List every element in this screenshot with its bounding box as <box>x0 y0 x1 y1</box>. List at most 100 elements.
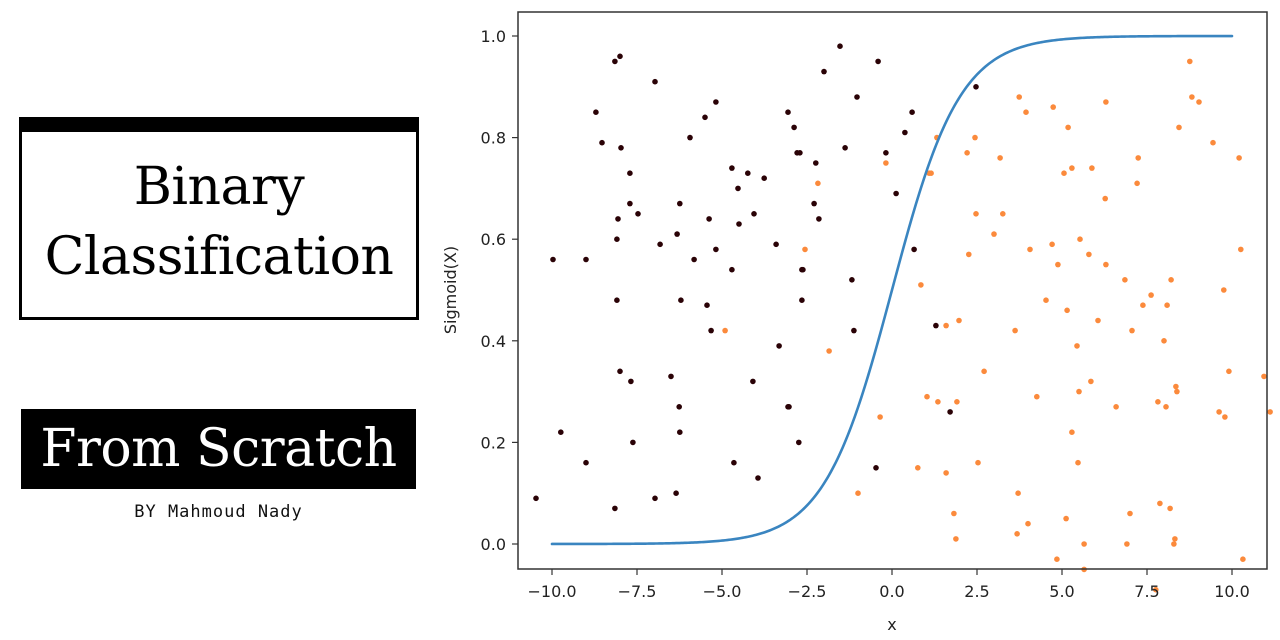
class-1-point <box>1172 536 1178 542</box>
class-1-point <box>943 470 949 476</box>
class-1-point <box>973 211 979 217</box>
class-0-point <box>797 150 803 156</box>
class-1-point <box>918 282 924 288</box>
class-1-point <box>972 134 978 141</box>
class-0-point <box>630 439 636 446</box>
class-0-point <box>750 378 756 385</box>
class-1-point <box>1261 373 1267 380</box>
class-0-point <box>713 246 719 253</box>
class-0-point <box>593 109 599 115</box>
class-0-point <box>657 241 663 248</box>
class-1-point <box>1086 251 1092 258</box>
class-0-point <box>933 322 939 329</box>
class-1-point <box>1000 211 1006 217</box>
class-1-point <box>981 368 987 375</box>
class-1-point <box>1189 94 1195 100</box>
subtitle-banner: From Scratch <box>21 409 416 489</box>
class-0-point <box>550 256 556 263</box>
class-0-point <box>811 200 817 207</box>
title-box: Binary Classification <box>19 117 419 320</box>
class-1-point <box>915 465 921 471</box>
class-0-point <box>627 170 633 176</box>
class-0-point <box>708 327 714 334</box>
class-1-point <box>1124 541 1130 547</box>
class-0-point <box>583 256 589 263</box>
x-tick-label: 2.5 <box>964 582 989 601</box>
class-0-point <box>558 429 564 436</box>
y-tick-label: 0.2 <box>481 433 506 452</box>
class-1-point <box>1267 409 1273 415</box>
class-1-point <box>954 399 960 405</box>
class-1-point <box>928 170 934 176</box>
class-1-point <box>1081 541 1087 547</box>
class-0-point <box>615 216 621 222</box>
class-1-point <box>1064 307 1070 314</box>
x-tick-label: −2.5 <box>788 582 827 601</box>
x-tick-label: 7.5 <box>1134 582 1159 601</box>
class-0-point <box>902 129 908 136</box>
class-0-point <box>687 134 693 141</box>
class-1-point <box>1043 297 1049 304</box>
class-1-point <box>1168 277 1174 283</box>
class-0-point <box>614 297 620 304</box>
class-1-point <box>1134 180 1140 187</box>
class-0-point <box>713 99 719 105</box>
class-0-point <box>883 150 889 156</box>
class-1-point <box>1122 277 1128 283</box>
class-1-point <box>1055 261 1061 268</box>
y-tick-label: 0.0 <box>481 535 506 554</box>
class-0-point <box>786 404 792 410</box>
class-1-point <box>1153 586 1159 593</box>
class-0-point <box>800 266 806 273</box>
title-line-1: Binary <box>133 157 305 217</box>
class-0-point <box>735 185 741 192</box>
class-0-point <box>785 109 791 115</box>
class-1-point <box>1157 500 1163 507</box>
class-1-point <box>935 399 941 405</box>
class-0-point <box>854 94 860 100</box>
class-1-point <box>1049 241 1055 248</box>
class-0-point <box>652 78 658 85</box>
scatter-points <box>533 43 1273 593</box>
class-0-point <box>751 211 757 217</box>
class-0-point <box>791 124 797 131</box>
class-1-point <box>1174 388 1180 395</box>
class-1-point <box>1023 109 1029 115</box>
x-tick-label: −10.0 <box>527 582 576 601</box>
class-1-point <box>826 348 832 354</box>
class-1-point <box>1173 383 1179 390</box>
class-0-point <box>677 429 683 436</box>
class-1-point <box>1025 520 1031 527</box>
class-1-point <box>953 536 959 542</box>
class-0-point <box>821 68 827 75</box>
class-1-point <box>997 155 1003 161</box>
class-0-point <box>706 216 712 222</box>
class-1-point <box>1187 58 1193 65</box>
class-0-point <box>635 211 641 217</box>
class-1-point <box>1103 99 1109 105</box>
class-0-point <box>745 170 751 176</box>
class-1-point <box>722 327 728 334</box>
class-1-point <box>1163 404 1169 410</box>
class-1-point <box>1238 246 1244 253</box>
class-1-point <box>1236 155 1242 161</box>
class-0-point <box>776 343 782 349</box>
class-1-point <box>802 246 808 253</box>
class-1-point <box>1012 327 1018 334</box>
class-1-point <box>1027 246 1033 253</box>
class-1-point <box>1063 515 1069 522</box>
class-1-point <box>951 510 957 517</box>
class-1-point <box>1069 429 1075 436</box>
class-1-point <box>1054 556 1060 562</box>
class-1-point <box>1102 195 1108 202</box>
class-1-point <box>1240 556 1246 562</box>
class-0-point <box>618 145 624 151</box>
class-1-point <box>1089 165 1095 171</box>
class-0-point <box>729 266 735 273</box>
class-1-point <box>1069 165 1075 171</box>
class-0-point <box>736 221 742 227</box>
x-axis-label: x <box>887 615 896 634</box>
class-1-point <box>943 322 949 329</box>
class-1-point <box>1129 327 1135 334</box>
class-1-point <box>1127 510 1133 517</box>
